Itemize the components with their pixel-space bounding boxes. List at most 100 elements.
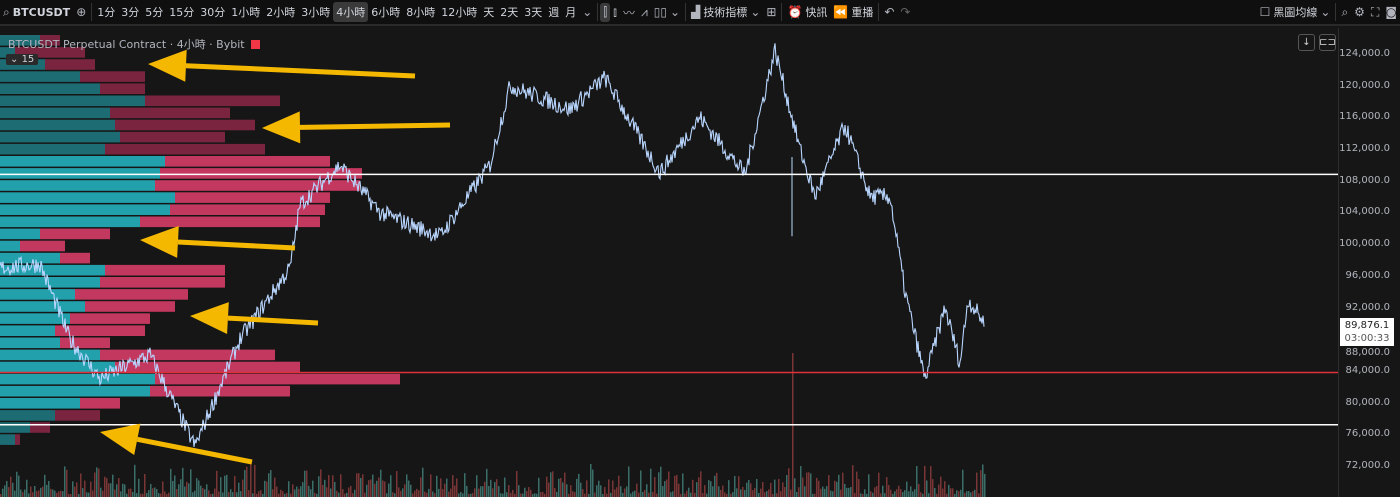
interval-7[interactable]: 3小時	[301, 6, 331, 19]
volume-bar	[188, 483, 190, 497]
volume-bar	[334, 481, 336, 497]
volume-bar	[384, 481, 386, 497]
area-chart-button[interactable]: ⩘	[638, 3, 651, 22]
volume-bar	[640, 470, 642, 497]
volume-bar	[482, 486, 484, 497]
volume-bar	[728, 480, 730, 497]
volume-bar	[324, 479, 326, 497]
interval-15[interactable]: 週	[548, 6, 560, 19]
volume-bar	[812, 493, 814, 497]
volume-bar	[786, 475, 788, 497]
volume-bar	[880, 493, 882, 497]
volume-bar	[662, 486, 664, 497]
volume-bar	[518, 485, 520, 497]
volume-bar	[108, 483, 110, 497]
volume-bar	[954, 493, 956, 497]
volume-bar	[584, 493, 586, 497]
redo-button[interactable]: ↷	[897, 3, 913, 21]
compare-button[interactable]: ⊕	[73, 3, 89, 21]
volume-bar	[960, 489, 962, 497]
volume-bar	[438, 488, 440, 497]
line-chart-button[interactable]: 〰	[620, 2, 638, 23]
profile-collapse-toggle[interactable]: ⌄ 15	[6, 54, 39, 65]
interval-8[interactable]: 4小時	[333, 2, 369, 22]
indicators-button[interactable]: ▟ 技術指標 ⌄	[691, 5, 761, 19]
volume-bar	[580, 482, 582, 497]
settings-button[interactable]: ⚙	[1351, 3, 1368, 21]
profile-bar-down	[80, 398, 120, 409]
volume-bar	[228, 491, 230, 497]
interval-2[interactable]: 5分	[145, 6, 164, 19]
volume-bar	[798, 487, 800, 497]
flag-icon[interactable]	[250, 39, 260, 49]
column-chart-button[interactable]: ▯▯ ⌄	[651, 3, 683, 21]
auto-scale-button[interactable]: ⊏⊐	[1319, 34, 1336, 51]
alert-button[interactable]: ⏰ 快訊	[787, 5, 828, 19]
fullscreen-button[interactable]: ⛶	[1368, 3, 1382, 22]
interval-1[interactable]: 3分	[121, 6, 140, 19]
volume-bar	[370, 479, 372, 497]
quick-search-button[interactable]: ⌕	[1338, 3, 1351, 22]
volume-bar	[904, 490, 906, 497]
profile-bar-up	[0, 422, 30, 433]
volume-bar	[670, 492, 672, 497]
volume-bar	[48, 480, 50, 497]
volume-bar	[978, 493, 980, 497]
screenshot-button[interactable]: ◙	[1382, 3, 1400, 21]
profile-bar-down	[100, 349, 275, 361]
volume-bar	[382, 480, 384, 497]
volume-bar	[504, 477, 506, 497]
layout-button[interactable]: ☐ 黑圖均線 ⌄	[1259, 5, 1331, 19]
replay-button[interactable]: ⏪ 重播	[833, 5, 874, 19]
interval-4[interactable]: 30分	[200, 6, 226, 19]
volume-bar	[282, 491, 284, 497]
interval-6[interactable]: 2小時	[266, 6, 296, 19]
interval-11[interactable]: 12小時	[441, 6, 478, 19]
volume-bar	[214, 488, 216, 497]
bar-chart-button[interactable]: ⫾	[610, 3, 620, 22]
undo-button[interactable]: ↶	[881, 3, 897, 21]
price-line	[0, 43, 985, 447]
volume-bar	[782, 482, 784, 497]
candles-button[interactable]: ⫿	[600, 2, 611, 22]
interval-16[interactable]: 月	[565, 6, 577, 19]
volume-bar	[892, 493, 894, 497]
chart-canvas[interactable]	[0, 28, 1338, 497]
volume-bar	[836, 481, 838, 497]
volume-bar	[704, 485, 706, 497]
volume-bar	[174, 475, 176, 497]
volume-bar	[300, 486, 302, 497]
volume-bar	[500, 493, 502, 497]
interval-10[interactable]: 8小時	[406, 6, 436, 19]
scroll-to-latest-button[interactable]: ↓	[1298, 34, 1315, 51]
volume-bar	[250, 462, 252, 497]
volume-bar	[34, 485, 36, 497]
volume-bar	[208, 490, 210, 497]
profile-bar-down	[30, 422, 50, 433]
volume-bar	[304, 470, 306, 497]
chart-pane[interactable]: BTCUSDT Perpetual Contract · 4小時 · Bybit…	[0, 28, 1338, 497]
price-tick: 72,000.0	[1345, 459, 1390, 471]
volume-bar	[932, 479, 934, 497]
volume-bar	[474, 488, 476, 497]
volume-bar	[494, 482, 496, 497]
volume-bar	[908, 491, 910, 497]
volume-bar	[844, 483, 846, 497]
interval-0[interactable]: 1分	[97, 6, 116, 19]
interval-5[interactable]: 1小時	[231, 6, 261, 19]
interval-3[interactable]: 15分	[169, 6, 195, 19]
grid-icon: ⊞	[766, 5, 777, 19]
interval-12[interactable]: 天	[483, 6, 495, 19]
volume-bar	[462, 493, 464, 497]
interval-9[interactable]: 6小時	[371, 6, 401, 19]
price-axis[interactable]: 124,000.0 120,000.0 116,000.0 112,000.0 108,…	[1338, 28, 1400, 497]
interval-13[interactable]: 2天	[500, 6, 519, 19]
templates-button[interactable]: ⊞	[763, 3, 779, 21]
interval-dropdown[interactable]: ⌄	[579, 3, 595, 21]
volume-bar	[686, 490, 688, 497]
symbol-search[interactable]: ⌕ BTCUSDT	[3, 4, 71, 19]
interval-14[interactable]: 3天	[524, 6, 543, 19]
volume-bar	[126, 493, 128, 497]
volume-bar	[806, 472, 808, 497]
volume-bar	[76, 482, 78, 497]
